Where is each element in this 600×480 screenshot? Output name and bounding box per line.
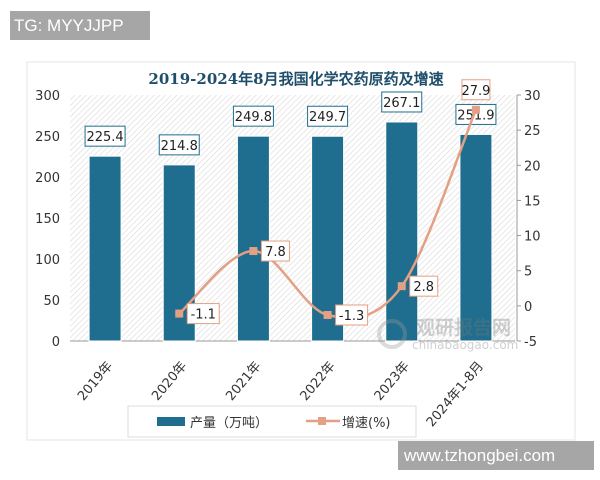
bar-label-box: [84, 125, 126, 147]
growth-label-box: [260, 240, 290, 262]
bar: [459, 133, 493, 342]
growth-label-box: [186, 303, 220, 325]
bar-label-box: [455, 103, 497, 125]
logo-url: chinabaogao.com: [412, 338, 518, 352]
bar: [236, 135, 270, 342]
left-tick-label: 50: [43, 294, 60, 309]
legend-bar-swatch: [157, 417, 185, 426]
bar-label-box: [307, 105, 349, 127]
growth-point: [323, 310, 332, 319]
bar-label-box: [158, 134, 200, 156]
growth-data-label: -1.3: [339, 309, 364, 324]
growth-label-box: [461, 79, 491, 101]
bar: [385, 121, 419, 342]
bar-data-label: 225.4: [86, 130, 123, 145]
left-tick-label: 300: [35, 89, 60, 104]
chart-logo-watermark: 观研报告网 chinabaogao.com: [377, 316, 518, 352]
left-tick-label: 100: [35, 253, 60, 268]
left-tick-label: 200: [35, 171, 60, 186]
watermark-top: TG: MYYJJPP: [10, 11, 150, 40]
bar-data-label: 267.1: [383, 96, 420, 111]
growth-point: [175, 309, 184, 318]
legend-bar-label: 产量（万吨）: [190, 416, 268, 431]
bar-data-label: 214.8: [161, 139, 198, 154]
growth-label-box: [409, 275, 439, 297]
left-tick-label: 250: [35, 130, 60, 145]
bar-label-box: [232, 105, 274, 127]
growth-label-box: [335, 304, 369, 326]
bar: [88, 155, 122, 342]
right-tick-label: 30: [524, 89, 541, 104]
growth-point: [471, 105, 480, 114]
bar-data-label: 251.9: [457, 108, 494, 123]
bar-data-label: 249.7: [309, 110, 346, 125]
growth-data-label: 27.9: [461, 84, 490, 99]
left-tick-label: 0: [52, 335, 60, 350]
bar-label-box: [381, 91, 423, 113]
right-tick-label: 15: [524, 194, 541, 209]
chart-title: 2019-2024年8月我国化学农药原药及增速: [148, 70, 443, 88]
right-tick-label: 20: [524, 159, 541, 174]
right-tick-label: 25: [524, 124, 541, 139]
left-tick-label: 150: [35, 212, 60, 227]
right-tick-label: 5: [524, 265, 532, 280]
growth-data-label: 7.8: [265, 245, 286, 260]
legend-line-marker: [318, 417, 326, 425]
legend-line-label: 增速(%): [342, 416, 391, 431]
legend: 产量（万吨） 增速(%): [127, 405, 417, 438]
growth-data-label: -1.1: [191, 308, 216, 323]
logo-text: 观研报告网: [416, 316, 511, 339]
growth-point: [249, 247, 258, 256]
growth-point: [397, 282, 406, 291]
plot-area: [70, 95, 515, 341]
right-tick-label: 0: [524, 300, 532, 315]
right-tick-label: -5: [524, 335, 537, 350]
watermark-bottom: www.tzhongbei.com: [398, 441, 594, 470]
right-tick-label: 10: [524, 230, 541, 245]
bar-data-label: 249.8: [235, 110, 272, 125]
growth-data-label: 2.8: [413, 280, 434, 295]
